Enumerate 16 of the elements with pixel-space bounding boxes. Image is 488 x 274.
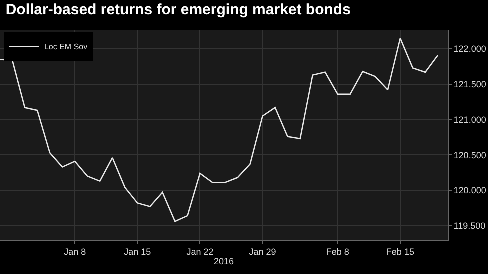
x-tick-label: Feb 15 (386, 246, 414, 257)
x-axis-title: 2016 (214, 256, 234, 267)
y-tick-label: 120.500 (454, 150, 486, 160)
chart-title: Dollar-based returns for emerging market bonds (6, 2, 351, 19)
x-tick-label: Jan 8 (64, 246, 86, 257)
y-tick-label: 121.500 (454, 80, 486, 90)
y-tick-label: 120.000 (454, 186, 486, 196)
x-tick-label: Feb 8 (326, 246, 350, 257)
x-tick-label: Jan 29 (249, 246, 276, 257)
y-tick-label: 122.000 (454, 44, 486, 54)
y-tick-label: 119.500 (454, 221, 486, 232)
line-series (0, 38, 439, 222)
legend-label: Loc EM Sov (44, 42, 88, 52)
x-tick-label: Jan 15 (124, 246, 152, 257)
x-tick-label: Jan 22 (186, 246, 214, 257)
y-tick-label: 121.000 (454, 114, 486, 125)
